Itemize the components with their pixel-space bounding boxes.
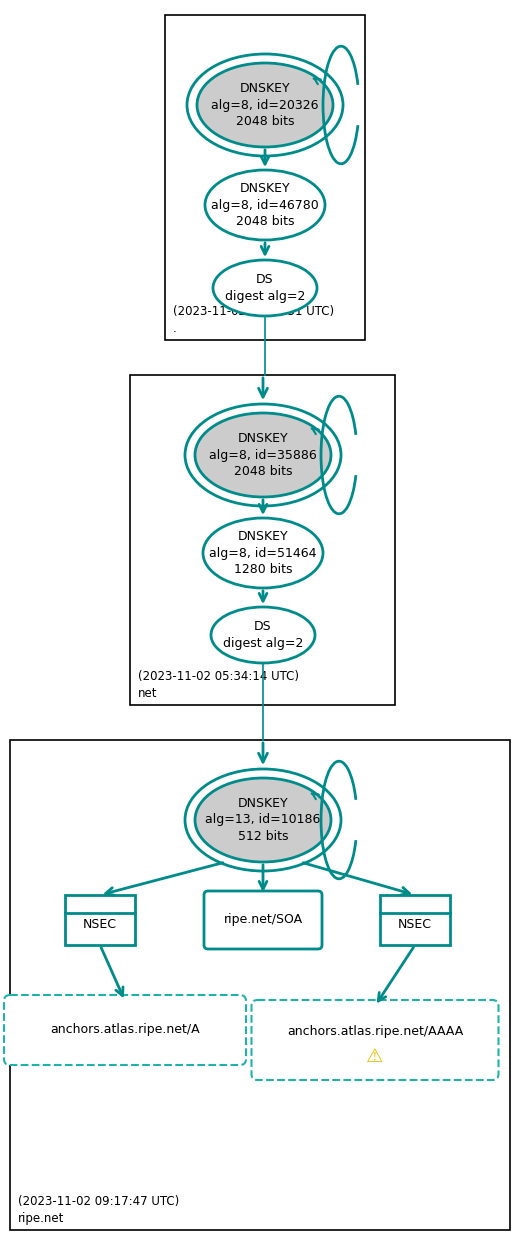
Text: NSEC: NSEC (83, 919, 117, 931)
Text: (2023-11-02 02:24:51 UTC): (2023-11-02 02:24:51 UTC) (173, 305, 334, 318)
Ellipse shape (195, 777, 331, 862)
Bar (10, 740, 510, 1230)
FancyBboxPatch shape (4, 995, 246, 1065)
FancyBboxPatch shape (65, 895, 135, 945)
Text: DNSKEY
alg=8, id=20326
2048 bits: DNSKEY alg=8, id=20326 2048 bits (211, 82, 319, 129)
Text: (2023-11-02 05:34:14 UTC): (2023-11-02 05:34:14 UTC) (138, 670, 299, 683)
Ellipse shape (205, 170, 325, 239)
Bar (130, 375, 395, 706)
Text: DNSKEY
alg=8, id=46780
2048 bits: DNSKEY alg=8, id=46780 2048 bits (211, 181, 319, 228)
Text: DS
digest alg=2: DS digest alg=2 (223, 620, 303, 650)
Text: DNSKEY
alg=8, id=51464
1280 bits: DNSKEY alg=8, id=51464 1280 bits (209, 530, 317, 576)
Text: NSEC: NSEC (398, 919, 432, 931)
Text: anchors.atlas.ripe.net/AAAA: anchors.atlas.ripe.net/AAAA (287, 1026, 463, 1038)
Text: .: . (173, 323, 177, 335)
Text: ⚠: ⚠ (366, 1047, 384, 1066)
FancyBboxPatch shape (252, 1000, 498, 1080)
Text: ripe.net/SOA: ripe.net/SOA (223, 914, 303, 926)
Bar (165, 15, 365, 340)
Ellipse shape (197, 63, 333, 147)
FancyBboxPatch shape (380, 895, 450, 945)
Text: (2023-11-02 09:17:47 UTC): (2023-11-02 09:17:47 UTC) (18, 1194, 179, 1208)
Text: ripe.net: ripe.net (18, 1212, 64, 1225)
Text: DS
digest alg=2: DS digest alg=2 (225, 273, 305, 302)
Text: anchors.atlas.ripe.net/A: anchors.atlas.ripe.net/A (50, 1023, 200, 1037)
Text: DNSKEY
alg=8, id=35886
2048 bits: DNSKEY alg=8, id=35886 2048 bits (209, 432, 317, 478)
Ellipse shape (203, 518, 323, 588)
Text: net: net (138, 687, 157, 701)
Text: DNSKEY
alg=13, id=10186
512 bits: DNSKEY alg=13, id=10186 512 bits (206, 798, 321, 843)
FancyBboxPatch shape (204, 891, 322, 949)
Ellipse shape (211, 607, 315, 663)
Ellipse shape (213, 260, 317, 316)
Ellipse shape (195, 413, 331, 496)
